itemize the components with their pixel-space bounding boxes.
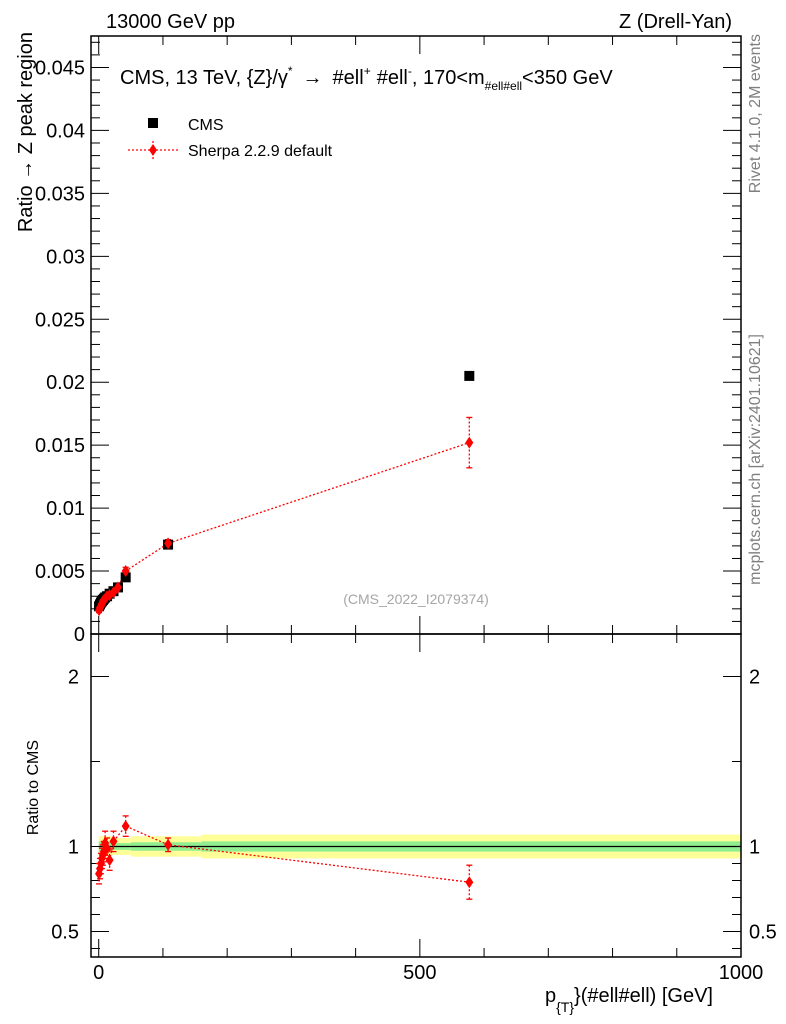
ratio-data-point — [105, 854, 114, 867]
header-right: Z (Drell-Yan) — [619, 11, 732, 33]
cms-data-point — [464, 370, 475, 381]
main-ytick-label: 0.045 — [35, 57, 85, 79]
ratio-frame — [90, 633, 742, 958]
analysis-ref: (CMS_2022_I2079374) — [343, 591, 489, 607]
rivet-label: Rivet 4.1.0, 2M events — [747, 34, 764, 193]
main-ytick-label: 0.005 — [35, 561, 85, 583]
legend: CMS Sherpa 2.2.9 default — [128, 117, 333, 160]
title-star: * — [288, 64, 293, 78]
mc-series-line — [98, 442, 470, 611]
legend-cms-label: CMS — [188, 117, 224, 134]
main-ytick-label: 0.035 — [35, 183, 85, 205]
title-range2: <350 GeV — [522, 67, 613, 89]
ratio-xtick-label: 1000 — [719, 962, 764, 984]
main-ytick-label: 0.02 — [46, 372, 85, 394]
ratio-xtick-label: 500 — [403, 962, 436, 984]
ratio-ytick-label: 2 — [68, 667, 79, 689]
main-ytick-label: 0.04 — [46, 120, 85, 142]
mc-data-point — [465, 436, 474, 449]
xlabel-sub: {T} — [556, 999, 574, 1015]
ratio-data-point — [164, 838, 173, 851]
title-arrow: → — [303, 67, 323, 89]
main-plot: 0 0.005 0.01 0.015 0.02 0.025 0.03 0.035 0.04 0.0… — [35, 35, 742, 646]
ratio-xtick-label: 0 — [93, 962, 104, 984]
cms-data-point — [120, 572, 131, 583]
ratio-ytick-label: 1 — [68, 837, 79, 859]
legend-cms-marker — [148, 118, 158, 128]
mcplots-label: mcplots.cern.ch [arXiv:2401.10621] — [747, 334, 764, 585]
title-prefix: CMS, 13 TeV, {Z}/γ — [120, 67, 288, 89]
main-ytick-label: 0.025 — [35, 309, 85, 331]
ratio-data-point — [121, 820, 130, 833]
ratio-xlabel: p{T}}(#ell#ell) [GeV] — [545, 985, 713, 1015]
ratio-plot: 0.5 0.5 1 1 2 2 0 500 1000 — [51, 633, 777, 984]
title-minus: - — [408, 64, 412, 78]
ratio-ylabel: Ratio to CMS — [25, 740, 42, 835]
mc-data-point — [113, 581, 122, 594]
xlabel-rest: }(#ell#ell) [GeV] — [574, 985, 713, 1007]
main-ytick-label: 0.03 — [46, 246, 85, 268]
ratio-data-point — [465, 876, 474, 889]
title-plus: + — [364, 64, 371, 78]
main-ytick-label: 0 — [74, 624, 85, 646]
legend-mc-label: Sherpa 2.2.9 default — [188, 143, 333, 160]
xlabel-p: p — [545, 985, 556, 1007]
main-ytick-label: 0.015 — [35, 435, 85, 457]
header-left: 13000 GeV pp — [106, 11, 235, 33]
main-ytick-label: 0.01 — [46, 498, 85, 520]
ratio-ytick-label-right: 0.5 — [749, 922, 777, 944]
mc-data-point — [164, 537, 173, 550]
title-range1: , 170<m — [412, 67, 485, 89]
title-sub: #ell#ell — [485, 79, 522, 93]
plot-title: CMS, 13 TeV, {Z}/γ* → #ell+ #ell-, 170<m#el… — [120, 64, 613, 93]
ratio-ytick-label-right: 2 — [749, 667, 760, 689]
mc-data-point — [121, 565, 130, 578]
legend-mc-marker — [149, 144, 157, 156]
main-ylabel: Ratio → Z peak region — [15, 32, 37, 232]
title-ell1: #ell — [333, 67, 364, 89]
title-ell2: #ell — [377, 67, 408, 89]
ratio-ytick-label: 0.5 — [51, 922, 79, 944]
ratio-data-point — [109, 835, 118, 848]
ratio-ytick-label-right: 1 — [749, 837, 760, 859]
